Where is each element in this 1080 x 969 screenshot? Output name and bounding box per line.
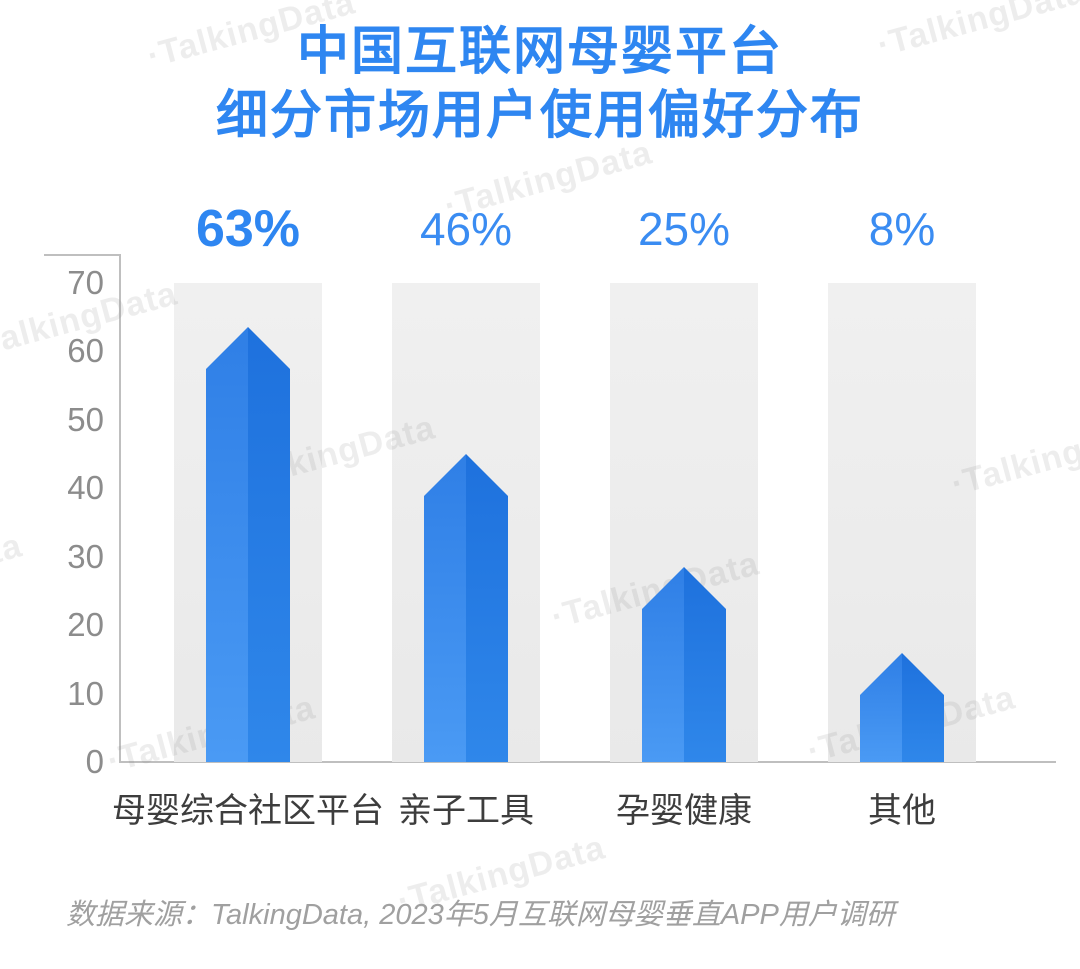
bar-left-face [424, 454, 466, 762]
bar [206, 327, 290, 762]
y-axis-top-cap [44, 254, 120, 256]
y-tick-label: 70 [67, 263, 104, 301]
value-label: 63% [195, 200, 301, 258]
chart-title-line2: 细分市场用户使用偏好分布 [215, 87, 864, 145]
value-label: 8% [868, 203, 936, 255]
category-label: 孕婴健康 [616, 792, 752, 830]
value-label: 46% [419, 203, 513, 255]
y-tick-label: 60 [67, 332, 104, 370]
y-tick-label: 40 [67, 469, 104, 507]
bar-right-face [248, 327, 290, 762]
bar-group-1: 46% 亲子工具 [392, 0, 540, 969]
x-axis-baseline [119, 761, 1056, 763]
data-source-note: 数据来源：TalkingData, 2023年5月互联网母婴垂直APP用户调研 [66, 899, 895, 931]
category-label: 其他 [868, 792, 936, 830]
y-tick-label: 20 [67, 606, 104, 644]
y-tick-label: 50 [67, 400, 104, 438]
chart-title-line1: 中国互联网母婴平台 [296, 23, 783, 81]
bar-right-face [466, 454, 508, 762]
y-tick-label: 10 [67, 674, 104, 712]
y-axis-line [119, 254, 121, 763]
y-tick-label: 30 [67, 537, 104, 575]
value-label: 25% [637, 203, 731, 255]
category-label: 亲子工具 [398, 792, 534, 830]
bar-group-3: 8% 其他 [828, 0, 976, 969]
chart-title: 中国互联网母婴平台 细分市场用户使用偏好分布 [0, 20, 1080, 148]
category-label: 母婴综合社区平台 [112, 792, 384, 830]
bar-group-2: 25% 孕婴健康 [610, 0, 758, 969]
bar-group-0: 63% 母婴综合社区平台 [112, 0, 384, 969]
bar [424, 454, 508, 762]
y-tick-label: 0 [85, 743, 104, 780]
bar-left-face [206, 327, 248, 762]
